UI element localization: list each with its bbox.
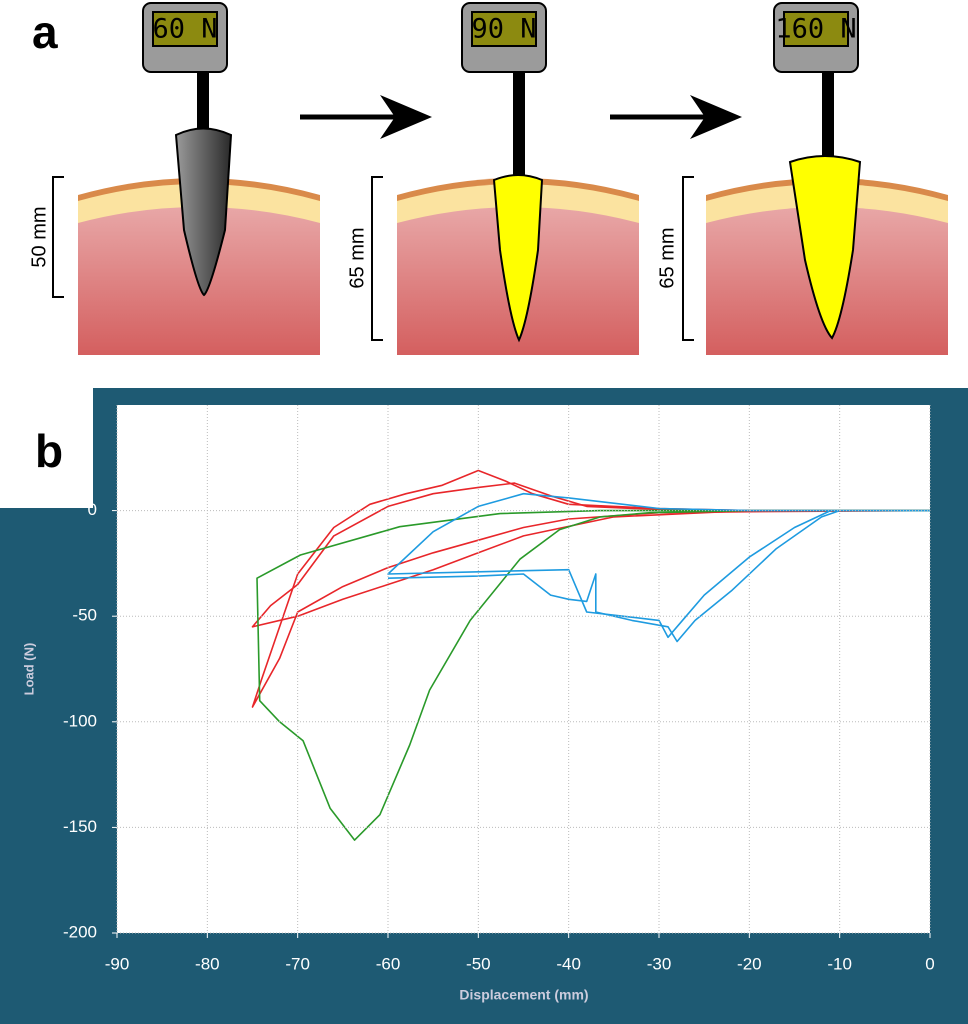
data-line xyxy=(256,509,930,841)
data-line xyxy=(251,469,930,708)
x-tick-label: -30 xyxy=(647,954,672,973)
x-tick-label: -60 xyxy=(376,954,401,973)
force-label: 90 N xyxy=(471,14,536,45)
y-tick-label: 0 xyxy=(88,500,97,519)
depth-label: 50 mm xyxy=(28,206,50,267)
rod xyxy=(197,72,209,132)
panel-label: a xyxy=(32,6,58,58)
gauge-display xyxy=(152,11,218,47)
y-tick-label: -200 xyxy=(63,922,97,941)
bracket xyxy=(371,176,383,341)
arrow-head xyxy=(380,95,432,139)
x-tick-label: -20 xyxy=(737,954,762,973)
y-axis-title: Load (N) xyxy=(21,643,36,696)
x-tick-label: -10 xyxy=(827,954,852,973)
probe xyxy=(788,155,862,340)
rod xyxy=(513,72,525,180)
x-tick-label: 0 xyxy=(925,954,934,973)
arrow-head xyxy=(690,95,742,139)
data-line xyxy=(251,482,750,628)
plot-area xyxy=(117,405,930,933)
depth-label: 65 mm xyxy=(346,227,368,288)
x-tick-label: -50 xyxy=(466,954,491,973)
force-label: 60 N xyxy=(152,14,217,45)
x-tick-label: -80 xyxy=(195,954,220,973)
panel-label: b xyxy=(35,425,63,477)
force-label: 160 N xyxy=(775,14,856,45)
bracket xyxy=(682,176,694,341)
depth-label: 65 mm xyxy=(656,227,678,288)
data-line xyxy=(387,492,930,639)
x-axis-title: Displacement (mm) xyxy=(459,987,588,1003)
x-tick-label: -90 xyxy=(105,954,130,973)
x-tick-label: -40 xyxy=(556,954,581,973)
rod xyxy=(822,72,834,162)
y-tick-label: -100 xyxy=(63,711,97,730)
y-tick-label: -50 xyxy=(72,606,97,625)
data-line xyxy=(387,509,840,643)
bracket xyxy=(52,176,64,298)
probe xyxy=(492,174,544,343)
x-tick-label: -70 xyxy=(285,954,310,973)
gauge-display xyxy=(471,11,537,47)
probe xyxy=(174,127,233,297)
gauge-display xyxy=(783,11,849,47)
y-tick-label: -150 xyxy=(63,817,97,836)
